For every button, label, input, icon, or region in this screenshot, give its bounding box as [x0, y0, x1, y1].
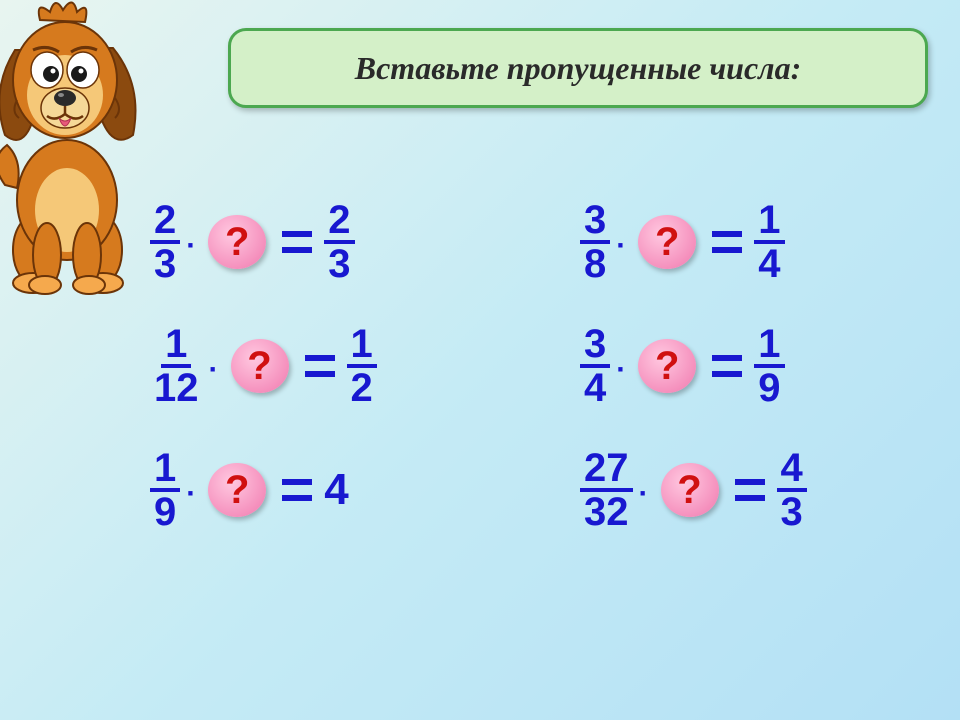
numerator: 3 [580, 324, 610, 368]
numerator: 1 [754, 324, 784, 368]
question-mark[interactable]: ? [661, 463, 719, 517]
problem: 1 9 · ? 4 [150, 448, 480, 532]
title-text: Вставьте пропущенные числа: [355, 50, 802, 87]
numerator: 4 [777, 448, 807, 492]
denominator: 32 [580, 492, 633, 532]
numerator: 2 [150, 200, 180, 244]
multiply-dot: · [209, 353, 219, 387]
fraction-left: 2 3 [150, 200, 180, 284]
fraction-left: 1 12 [150, 324, 203, 408]
multiply-dot: · [616, 229, 626, 263]
numerator: 1 [754, 200, 784, 244]
question-mark[interactable]: ? [638, 339, 696, 393]
fraction-right: 1 2 [347, 324, 377, 408]
equals-sign [735, 479, 765, 501]
problem: 1 12 · ? 1 2 [150, 324, 480, 408]
fraction-right: 1 9 [754, 324, 784, 408]
fraction-left: 3 4 [580, 324, 610, 408]
denominator: 8 [580, 244, 610, 284]
problem: 3 8 · ? 1 4 [580, 200, 910, 284]
numerator: 1 [161, 324, 191, 368]
question-mark[interactable]: ? [638, 215, 696, 269]
fraction-right: 4 3 [777, 448, 807, 532]
question-mark[interactable]: ? [208, 215, 266, 269]
multiply-dot: · [186, 477, 196, 511]
numerator: 27 [580, 448, 633, 492]
denominator: 3 [324, 244, 354, 284]
multiply-dot: · [639, 477, 649, 511]
problem: 2 3 · ? 2 3 [150, 200, 480, 284]
denominator: 9 [754, 368, 784, 408]
equals-sign [712, 231, 742, 253]
equals-sign [305, 355, 335, 377]
denominator: 4 [754, 244, 784, 284]
fraction-right: 1 4 [754, 200, 784, 284]
problem: 27 32 · ? 4 3 [580, 448, 910, 532]
question-mark[interactable]: ? [231, 339, 289, 393]
fraction-left: 1 9 [150, 448, 180, 532]
multiply-dot: · [616, 353, 626, 387]
title-box: Вставьте пропущенные числа: [228, 28, 928, 108]
problem-row: 1 12 · ? 1 2 3 4 · ? 1 9 [150, 324, 950, 408]
problem-row: 2 3 · ? 2 3 3 8 · ? 1 4 [150, 200, 950, 284]
problem-row: 1 9 · ? 4 27 32 · ? 4 3 [150, 448, 950, 532]
whole-number: 4 [324, 465, 348, 515]
denominator: 3 [777, 492, 807, 532]
equals-sign [282, 479, 312, 501]
numerator: 2 [324, 200, 354, 244]
problem: 3 4 · ? 1 9 [580, 324, 910, 408]
multiply-dot: · [186, 229, 196, 263]
equals-sign [712, 355, 742, 377]
equals-sign [282, 231, 312, 253]
fraction-left: 3 8 [580, 200, 610, 284]
denominator: 2 [347, 368, 377, 408]
denominator: 9 [150, 492, 180, 532]
question-mark[interactable]: ? [208, 463, 266, 517]
numerator: 1 [150, 448, 180, 492]
numerator: 3 [580, 200, 610, 244]
denominator: 12 [150, 368, 203, 408]
fraction-left: 27 32 [580, 448, 633, 532]
denominator: 4 [580, 368, 610, 408]
fraction-right: 2 3 [324, 200, 354, 284]
problems-grid: 2 3 · ? 2 3 3 8 · ? 1 4 [150, 200, 950, 572]
numerator: 1 [347, 324, 377, 368]
denominator: 3 [150, 244, 180, 284]
